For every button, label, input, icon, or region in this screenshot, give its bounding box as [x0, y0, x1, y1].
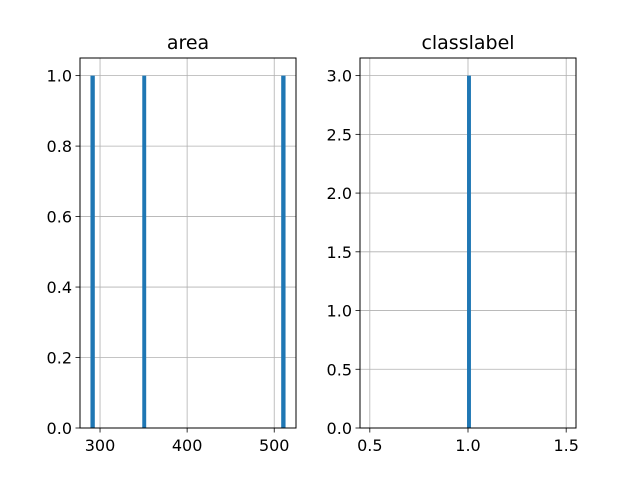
classlabel-y-tick-label: 3.0 [327, 67, 352, 86]
area-gridlines [80, 58, 296, 429]
area-y-tick-label: 0.0 [47, 419, 72, 438]
classlabel-title: classlabel [421, 32, 514, 54]
area-title: area [167, 32, 209, 54]
area-x-tick-label: 300 [85, 436, 116, 455]
area-histogram-bar [142, 75, 147, 428]
area-y-tick-label: 0.2 [47, 349, 72, 368]
area-x-tick-label: 500 [259, 436, 290, 455]
area-histogram-bar [281, 75, 286, 428]
area-y-tick-label: 0.6 [47, 208, 72, 227]
classlabel-bars [467, 75, 471, 428]
classlabel-x-tick-label: 0.5 [357, 436, 382, 455]
area-y-tick-label: 0.4 [47, 278, 72, 297]
area-histogram-bar [90, 75, 95, 428]
classlabel-y-tick-label: 0.5 [327, 360, 352, 379]
panel-classlabel: 0.5 1.0 1.5 0.0 0.5 1.0 1.5 2.0 2.5 3.0 classlab… [327, 32, 579, 455]
area-bars [90, 75, 286, 428]
classlabel-y-tick-label: 2.0 [327, 184, 352, 203]
classlabel-x-tick-label: 1.5 [553, 436, 578, 455]
classlabel-y-tick-label: 1.0 [327, 302, 352, 321]
classlabel-y-tick-label: 2.5 [327, 125, 352, 144]
classlabel-x-ticks: 0.5 1.0 1.5 [357, 428, 579, 455]
area-plot-frame [79, 57, 297, 429]
area-y-tick-label: 0.8 [47, 137, 72, 156]
classlabel-x-tick-label: 1.0 [455, 436, 480, 455]
classlabel-histogram-bar [467, 75, 471, 428]
area-y-tick-label: 1.0 [47, 67, 72, 86]
area-y-ticks: 0.0 0.2 0.4 0.6 0.8 1.0 [47, 67, 80, 438]
classlabel-y-tick-label: 1.5 [327, 243, 352, 262]
panel-area: 300 400 500 0.0 0.2 0.4 0.6 0.8 1.0 area [47, 32, 297, 455]
classlabel-y-tick-label: 0.0 [327, 419, 352, 438]
classlabel-y-ticks: 0.0 0.5 1.0 1.5 2.0 2.5 3.0 [327, 67, 360, 438]
area-x-tick-label: 400 [172, 436, 203, 455]
area-x-ticks: 300 400 500 [85, 428, 290, 455]
